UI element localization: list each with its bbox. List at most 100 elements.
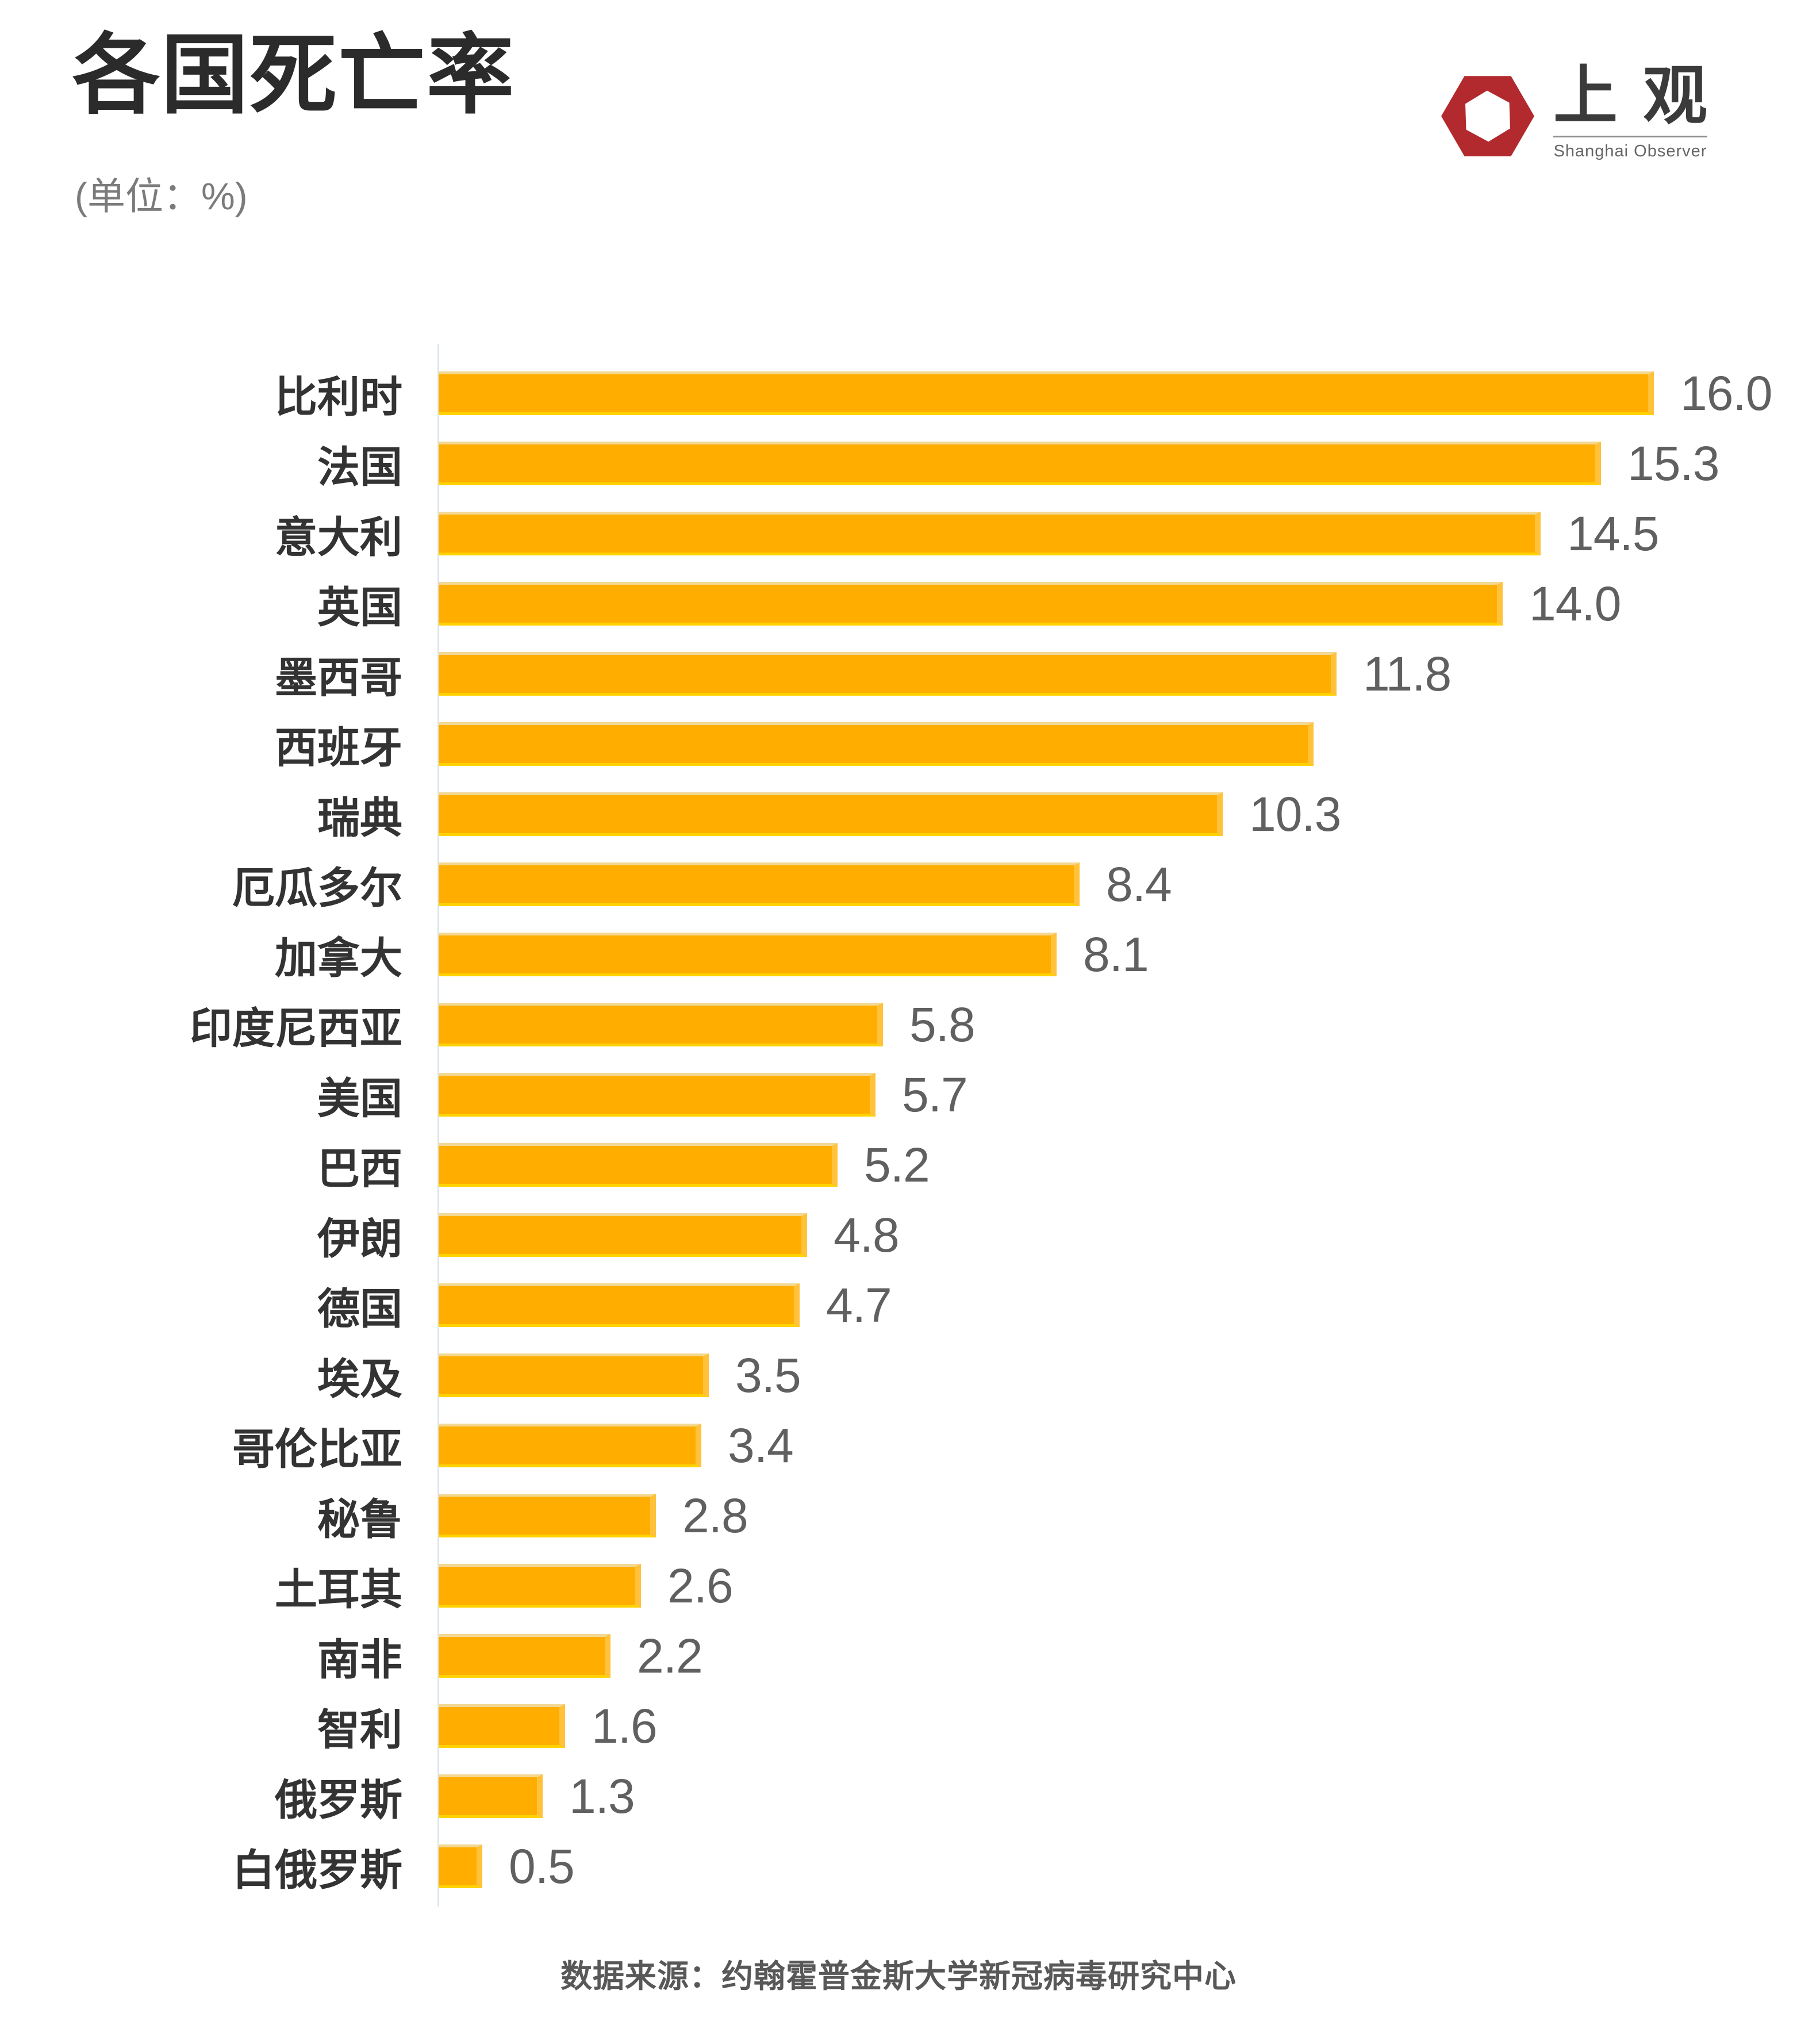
- bar: [439, 1143, 838, 1187]
- bar-row: 瑞典 10.3: [0, 779, 1797, 849]
- country-label: 美国: [317, 1074, 402, 1122]
- country-label: 巴西: [317, 1144, 402, 1192]
- bar: [439, 862, 1080, 906]
- bar-row: 南非 2.2: [0, 1621, 1797, 1691]
- bar-row: 德国 4.7: [0, 1270, 1797, 1340]
- value-label: 1.6: [592, 1698, 658, 1753]
- bar-row: 白俄罗斯 0.5: [0, 1831, 1797, 1901]
- logo-english-name: Shanghai Observer: [1553, 141, 1707, 160]
- country-label: 南非: [317, 1635, 402, 1683]
- bar: [439, 442, 1601, 485]
- value-label: 2.6: [667, 1558, 734, 1613]
- bar: [439, 1704, 565, 1748]
- value-label: 11.8: [1363, 646, 1452, 701]
- value-label: 14.0: [1529, 576, 1621, 631]
- value-label: 16.0: [1680, 366, 1772, 420]
- bar-row: 俄罗斯 1.3: [0, 1761, 1797, 1831]
- bar: [439, 1424, 701, 1467]
- bar: [439, 1634, 610, 1678]
- country-label: 英国: [317, 583, 402, 631]
- bar: [439, 1213, 807, 1257]
- country-label: 智利: [317, 1705, 402, 1754]
- bar-row: 意大利 14.5: [0, 498, 1797, 569]
- bar: [439, 582, 1503, 626]
- unit-note: (单位：%): [75, 175, 248, 217]
- bar: [439, 933, 1057, 976]
- bar-row: 比利时 16.0: [0, 358, 1797, 428]
- logo-divider: [1553, 135, 1707, 137]
- value-label: 3.5: [735, 1348, 801, 1402]
- shanghai-observer-logo: 上 观 Shanghai Observer: [1438, 62, 1707, 164]
- country-label: 哥伦比亚: [232, 1425, 402, 1473]
- logo-cn-char-1: 上: [1553, 58, 1618, 133]
- value-label: 0.5: [509, 1839, 575, 1893]
- country-label: 白俄罗斯: [232, 1846, 402, 1894]
- value-label: 8.4: [1106, 857, 1172, 911]
- bar: [439, 792, 1223, 836]
- value-label: 2.8: [682, 1488, 748, 1543]
- bar: [439, 1003, 883, 1046]
- page-title: 各国死亡率: [72, 26, 515, 124]
- bar: [439, 512, 1541, 555]
- bar-row: 伊朗 4.8: [0, 1200, 1797, 1270]
- bar-row: 秘鲁 2.8: [0, 1481, 1797, 1551]
- bar-row: 土耳其 2.6: [0, 1551, 1797, 1621]
- country-label: 墨西哥: [275, 653, 402, 701]
- logo-chinese-name: 上 观: [1553, 62, 1707, 130]
- country-label: 德国: [317, 1284, 402, 1333]
- value-label: 4.8: [834, 1207, 900, 1262]
- country-label: 厄瓜多尔: [232, 864, 402, 912]
- aperture-icon: [1441, 76, 1534, 156]
- bar-row: 英国 14.0: [0, 569, 1797, 639]
- bar: [439, 1353, 709, 1397]
- bar: [439, 1494, 656, 1537]
- country-label: 比利时: [275, 373, 402, 421]
- bar: [439, 652, 1337, 696]
- y-axis-line: [437, 344, 439, 1907]
- bar-row: 加拿大 8.1: [0, 919, 1797, 990]
- bar-row: 印度尼西亚 5.8: [0, 990, 1797, 1060]
- country-label: 土耳其: [275, 1565, 402, 1613]
- bar-row: 墨西哥 11.8: [0, 639, 1797, 709]
- bar: [439, 1774, 543, 1818]
- value-label: 5.8: [909, 997, 976, 1052]
- bar: [439, 1073, 876, 1117]
- country-label: 加拿大: [275, 934, 402, 982]
- value-label: 3.4: [728, 1418, 794, 1472]
- country-label: 意大利: [275, 513, 402, 561]
- logo-cn-char-2: 观: [1643, 58, 1707, 133]
- value-label: 15.3: [1627, 436, 1719, 490]
- value-label: 8.1: [1083, 927, 1149, 981]
- bar-row: 埃及 3.5: [0, 1340, 1797, 1410]
- bar-row: 美国 5.7: [0, 1060, 1797, 1130]
- value-label: 5.7: [902, 1067, 968, 1122]
- bar-row: 厄瓜多尔 8.4: [0, 849, 1797, 919]
- country-label: 印度尼西亚: [190, 1004, 402, 1052]
- bar-row: 智利 1.6: [0, 1691, 1797, 1761]
- value-label: 5.2: [864, 1137, 930, 1192]
- bar-row: 西班牙: [0, 709, 1797, 779]
- bar: [439, 1283, 800, 1327]
- country-label: 秘鲁: [317, 1495, 402, 1543]
- bar-row: 哥伦比亚 3.4: [0, 1410, 1797, 1481]
- country-label: 伊朗: [317, 1214, 402, 1263]
- value-label: 14.5: [1567, 506, 1659, 561]
- value-label: 1.3: [569, 1769, 635, 1823]
- value-label: 2.2: [637, 1628, 703, 1683]
- country-label: 瑞典: [317, 793, 402, 842]
- bar: [439, 371, 1654, 415]
- value-label: 10.3: [1249, 787, 1341, 841]
- value-label: 4.7: [826, 1278, 892, 1332]
- bar-row: 法国 15.3: [0, 428, 1797, 498]
- logo-text-block: 上 观 Shanghai Observer: [1553, 62, 1707, 161]
- bar: [439, 1564, 641, 1608]
- country-label: 西班牙: [275, 723, 402, 772]
- bar: [439, 1844, 482, 1888]
- bar: [439, 722, 1314, 766]
- country-label: 埃及: [317, 1355, 402, 1403]
- data-source-note: 数据来源：约翰霍普金斯大学新冠病毒研究中心: [560, 1958, 1237, 1994]
- country-label: 法国: [317, 443, 402, 491]
- bar-row: 巴西 5.2: [0, 1130, 1797, 1200]
- country-label: 俄罗斯: [275, 1775, 402, 1824]
